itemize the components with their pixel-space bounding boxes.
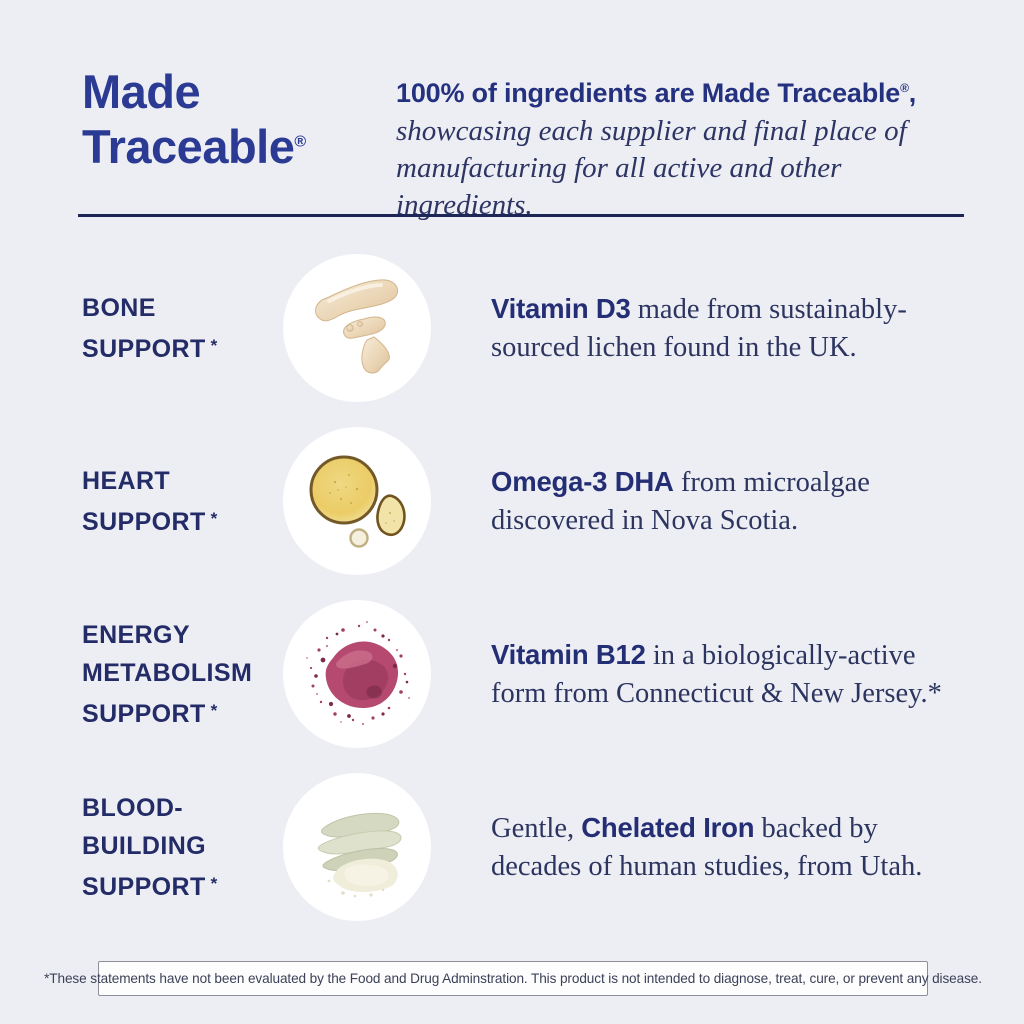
page-title: Made Traceable® [82, 64, 306, 174]
tagline-bold-line: 100% of ingredients are Made Traceable®, [396, 78, 917, 108]
ingredient-name: Chelated Iron [581, 811, 755, 843]
vitamin-d3-liquid-swatch-icon [315, 279, 399, 374]
row-blood-building-support: BLOOD- BUILDING SUPPORT * Gentle, Chelate… [82, 773, 962, 921]
ingredient-description: made from sustainably-sourced lichen fou… [491, 293, 907, 363]
row-desc-energy-metabolism-support: Vitamin B12 in a biologically-active for… [491, 636, 962, 713]
ingredient-description: from microalgae discovered in Nova Scoti… [491, 466, 870, 536]
ingredient-name: Omega-3 DHA [491, 465, 674, 497]
row-energy-metabolism-support: ENERGY METABOLISM SUPPORT * [82, 600, 962, 748]
registered-trademark-symbol: ® [900, 81, 909, 95]
ingredient-name: Vitamin D3 [491, 292, 631, 324]
row-label-energy-metabolism-support: ENERGY METABOLISM SUPPORT * [82, 620, 253, 728]
ingredient-description-prefix: Gentle, [491, 812, 582, 844]
omega-3-oil-droplets-swatch-icon [309, 455, 406, 548]
ingredient-rows: BONE SUPPORT * [82, 254, 962, 946]
title-line-2: Traceable [82, 120, 295, 173]
ingredient-swatch-circle [283, 427, 431, 575]
footnote-asterisk: * [210, 335, 218, 355]
header-tagline: 100% of ingredients are Made Traceable®,… [396, 76, 976, 224]
tagline-italic-line-1: showcasing each supplier and final place… [396, 115, 907, 147]
ingredient-swatch-circle [283, 773, 431, 921]
ingredient-swatch-circle [283, 600, 431, 748]
footnote-asterisk: * [210, 873, 218, 893]
tagline-italic-line-2: manufacturing for all active and other i… [396, 152, 842, 221]
footnote-asterisk: * [210, 508, 218, 528]
title-line-1: Made [82, 65, 201, 118]
row-desc-bone-support: Vitamin D3 made from sustainably-sourced… [491, 290, 962, 367]
row-desc-heart-support: Omega-3 DHA from microalgae discovered i… [491, 463, 962, 540]
row-desc-blood-building-support: Gentle, Chelated Iron backed by decades … [491, 809, 962, 886]
fda-disclaimer-box: *These statements have not been evaluate… [44, 961, 982, 996]
row-heart-support: HEART SUPPORT * [82, 427, 962, 575]
row-label-blood-building-support: BLOOD- BUILDING SUPPORT * [82, 793, 218, 901]
row-label-bone-support: BONE SUPPORT * [82, 293, 218, 363]
row-label-heart-support: HEART SUPPORT * [82, 466, 218, 536]
ingredient-description: in a biologically-active form from Conne… [491, 639, 942, 709]
tagline-italic-text: showcasing each supplier and final place… [396, 113, 976, 224]
ingredient-description: backed by decades of human studies, from… [491, 812, 923, 882]
footnote-asterisk: * [210, 700, 218, 720]
chelated-iron-cream-swatch-icon [317, 812, 402, 898]
fda-disclaimer-text: *These statements have not been evaluate… [44, 971, 982, 986]
ingredient-name: Vitamin B12 [491, 638, 646, 670]
vitamin-b12-powder-swatch-icon [306, 621, 410, 726]
ingredient-swatch-circle [283, 254, 431, 402]
row-bone-support: BONE SUPPORT * [82, 254, 962, 402]
registered-trademark-symbol: ® [294, 133, 306, 151]
header-divider [78, 214, 964, 217]
